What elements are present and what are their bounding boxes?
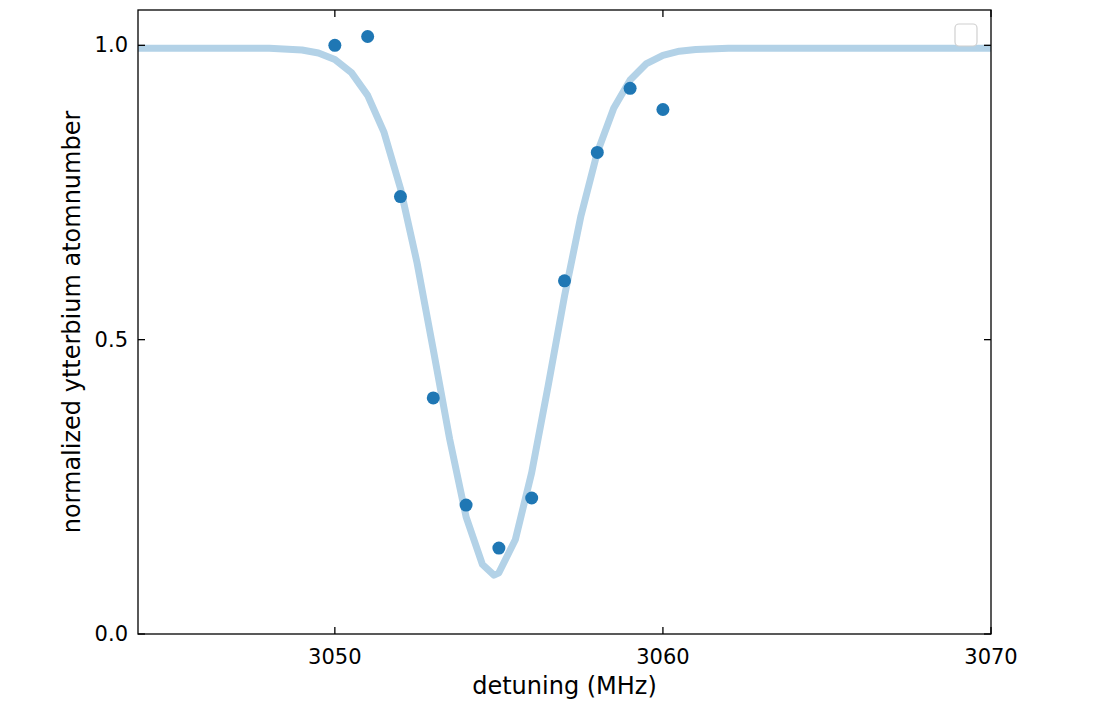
x-tick [662, 627, 663, 634]
data-point [460, 499, 473, 512]
x-tick-label: 3070 [964, 645, 1017, 669]
x-axis-label: detuning (MHz) [472, 672, 657, 700]
data-point [492, 542, 505, 555]
y-tick [138, 339, 145, 340]
chart: 3050 3060 3070 0.0 0.5 1.0 detuning (MHz) norma… [0, 0, 1100, 702]
y-tick-label: 0.5 [95, 328, 128, 352]
y-tick-label: 1.0 [95, 33, 128, 57]
data-point [394, 190, 407, 203]
y-tick-label: 0.0 [95, 622, 128, 646]
x-tick [990, 627, 991, 634]
data-point [361, 30, 374, 43]
legend [955, 24, 977, 46]
x-tick-label: 3050 [308, 645, 361, 669]
y-tick [138, 45, 145, 46]
x-tick-top [334, 10, 335, 17]
fit-line [138, 48, 991, 575]
plot-frame [138, 10, 991, 634]
data-point [427, 391, 440, 404]
y-tick [138, 633, 145, 634]
data-point [328, 39, 341, 52]
data-point [656, 103, 669, 116]
x-tick-top [990, 10, 991, 17]
plot-area [138, 30, 991, 575]
y-tick-right [984, 633, 991, 634]
data-point [558, 274, 571, 287]
x-tick [334, 627, 335, 634]
x-tick-top [662, 10, 663, 17]
y-axis-label: normalized ytterbium atomnumber [58, 111, 86, 534]
y-tick-right [984, 339, 991, 340]
data-point [525, 492, 538, 505]
y-tick-right [984, 45, 991, 46]
data-point [591, 146, 604, 159]
x-tick-label: 3060 [636, 645, 689, 669]
data-point [624, 82, 637, 95]
